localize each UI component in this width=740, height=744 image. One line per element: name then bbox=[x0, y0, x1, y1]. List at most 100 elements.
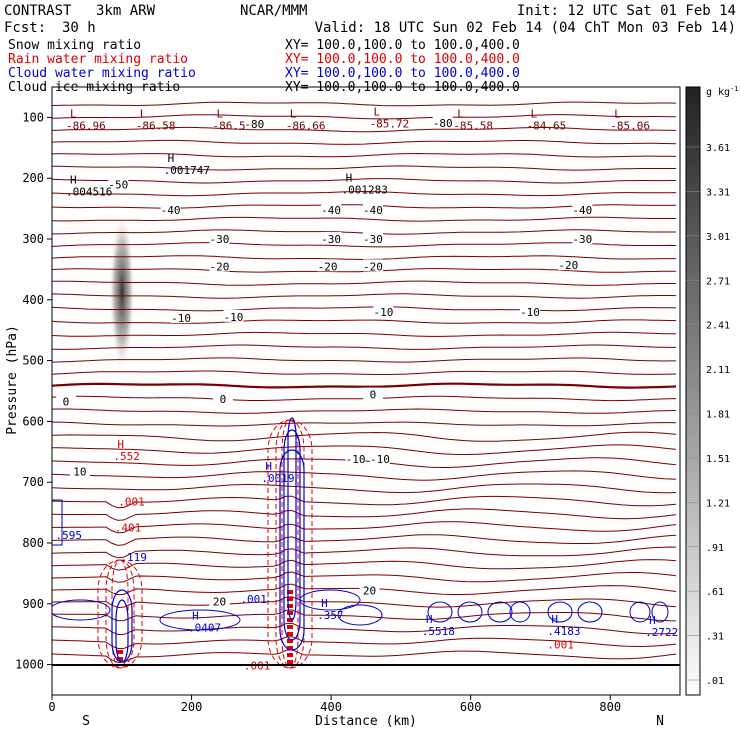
extremum-marker: L bbox=[290, 108, 297, 121]
extremum-value: .119 bbox=[120, 551, 147, 564]
isotherm-label: 20 bbox=[213, 595, 226, 608]
isotherm-label-bg bbox=[558, 258, 579, 271]
isotherm-line bbox=[52, 306, 677, 312]
extremum-value: .001 bbox=[244, 660, 271, 673]
isotherm-label: -30 bbox=[210, 233, 230, 246]
isotherm-label-bg bbox=[317, 259, 338, 272]
cloud-contour bbox=[629, 601, 651, 623]
isotherm-line bbox=[52, 331, 677, 337]
isotherm-label-bg bbox=[362, 232, 383, 244]
cloud-contour bbox=[283, 429, 301, 641]
isotherm-label: -10 bbox=[223, 311, 243, 324]
header-org: NCAR/MMM bbox=[240, 3, 307, 19]
rain-core bbox=[287, 590, 293, 594]
extremum-value: -85.06 bbox=[610, 120, 650, 133]
isotherm-label-bg bbox=[572, 202, 593, 215]
y-tick-label: 400 bbox=[22, 293, 44, 307]
y-tick-label: 500 bbox=[22, 354, 44, 368]
isotherm-line bbox=[52, 319, 677, 324]
isotherm-label-bg bbox=[212, 391, 233, 404]
y-tick-label: 100 bbox=[22, 110, 44, 124]
cloud-contour bbox=[487, 601, 513, 623]
extremum-value: -86.5 bbox=[212, 120, 245, 133]
rain-contour bbox=[97, 559, 143, 669]
y-tick-label: 1000 bbox=[15, 658, 44, 672]
colorbar-label: 2.41 bbox=[706, 321, 730, 332]
extremum-value: -85.72 bbox=[369, 117, 409, 130]
extremum-value: .0407 bbox=[188, 621, 221, 634]
cloud-contour bbox=[427, 601, 453, 623]
extremum-marker: H bbox=[117, 438, 124, 451]
y-tick-label: 800 bbox=[22, 536, 44, 550]
isotherm-label: 10 bbox=[73, 465, 86, 478]
legend-field-name: Cloud water mixing ratio bbox=[8, 66, 196, 81]
x-axis-label: Distance (km) bbox=[315, 714, 417, 729]
isotherm-line bbox=[52, 470, 677, 481]
extremum-value: .001747 bbox=[164, 164, 210, 177]
rain-core bbox=[287, 639, 293, 643]
isotherm-line bbox=[52, 534, 677, 546]
colorbar-label: 2.71 bbox=[706, 276, 730, 287]
header-model: 3km ARW bbox=[96, 3, 156, 19]
extremum-marker: L bbox=[457, 108, 464, 121]
isotherm-line bbox=[52, 216, 676, 222]
extremum-marker: L bbox=[373, 105, 380, 118]
isotherm-line bbox=[52, 622, 677, 636]
cloud-contour bbox=[547, 601, 573, 623]
isotherm-label: -40 bbox=[321, 204, 341, 217]
isotherm-line bbox=[52, 559, 677, 571]
rain-core bbox=[287, 653, 293, 657]
isotherm-label-bg bbox=[244, 117, 265, 130]
extremum-value: -86.66 bbox=[286, 120, 326, 133]
extremum-value: .5518 bbox=[422, 625, 455, 638]
colorbar-label: .31 bbox=[706, 632, 724, 643]
end-label-left: S bbox=[82, 714, 90, 729]
x-tick-label: 0 bbox=[48, 700, 55, 714]
cloud-contour bbox=[52, 599, 111, 621]
colorbar-label: 3.61 bbox=[706, 143, 730, 154]
extremum-value: .401 bbox=[115, 522, 142, 535]
isotherm-label: -50 bbox=[108, 178, 128, 191]
colorbar-label: .91 bbox=[706, 543, 724, 554]
extremum-value: -84.65 bbox=[526, 120, 566, 133]
extremum-marker: H bbox=[70, 173, 77, 186]
isotherm-label-bg bbox=[209, 232, 230, 244]
isotherm-label: -10 bbox=[346, 453, 366, 466]
colorbar-label: 3.01 bbox=[706, 232, 730, 243]
isotherm-label-bg bbox=[160, 202, 181, 215]
legend-field-xy: XY= 100.0,100.0 to 100.0,400.0 bbox=[285, 38, 520, 53]
isotherm-label-bg bbox=[362, 387, 383, 400]
extremum-marker: H bbox=[265, 460, 272, 473]
legend-field-name: Snow mixing ratio bbox=[8, 38, 141, 53]
extremum-value: -86.58 bbox=[136, 120, 176, 133]
extremum-marker: L bbox=[530, 108, 537, 121]
isotherm-label: -30 bbox=[572, 233, 592, 246]
extremum-value: .552 bbox=[113, 450, 140, 463]
isotherm-line bbox=[52, 126, 677, 133]
colorbar-label: 2.11 bbox=[706, 365, 730, 376]
isotherm-label-bg bbox=[171, 311, 192, 324]
extrema-labels: L-86.96L-86.58L-86.5L-86.66L-85.72L-85.5… bbox=[55, 105, 678, 672]
extremum-value: .001 bbox=[240, 593, 267, 606]
header-init: Init: 12 UTC Sat 01 Feb 14 bbox=[517, 3, 736, 19]
isotherm-line bbox=[52, 165, 676, 171]
isotherm-label-bg bbox=[362, 259, 383, 272]
isotherm-label-bg bbox=[223, 309, 244, 322]
extremum-value: .595 bbox=[55, 529, 82, 542]
isotherm-label: 20 bbox=[363, 584, 376, 597]
extremum-marker: L bbox=[216, 108, 223, 121]
header-fcst-label: Fcst: bbox=[4, 20, 46, 36]
cloud-contour bbox=[457, 601, 483, 623]
extremum-value: -85.58 bbox=[453, 120, 493, 133]
extremum-marker: H bbox=[649, 614, 656, 627]
isotherm-labels: -80 -80 -50 -40 -40 -40 -40 -30 -30 -30 -30 -20 -20 -… bbox=[55, 115, 593, 608]
rain-core bbox=[287, 625, 293, 629]
isotherm-line bbox=[52, 280, 676, 286]
cloud-water-contours bbox=[52, 417, 669, 663]
colorbar: g kg-1 3.61 3.31 3.01 2.71 2.41 2.11 1.81 1.51 1… bbox=[685, 85, 739, 696]
isotherm-label: -80 bbox=[244, 118, 264, 131]
colorbar-label: 1.51 bbox=[706, 454, 730, 465]
isotherm-label-bg bbox=[519, 304, 540, 317]
